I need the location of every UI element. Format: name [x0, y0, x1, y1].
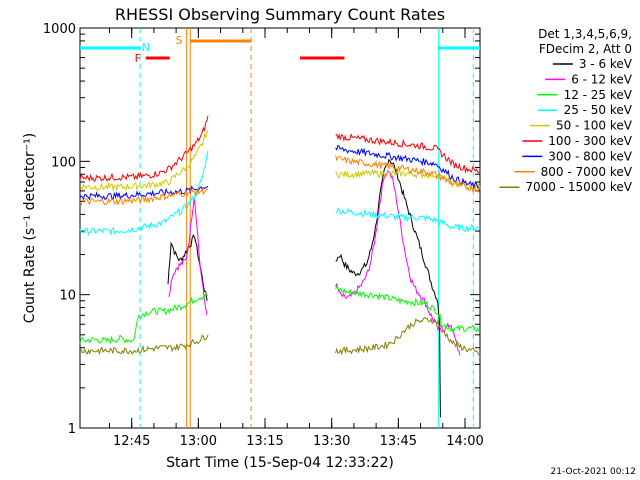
legend-entry: 300 - 800 keV [548, 149, 632, 163]
x-tick-label: 12:45 [113, 434, 150, 449]
legend: Det 1,3,4,5,6,9,FDecim 2, Att 03 - 6 keV… [499, 27, 633, 194]
legend-entry: 3 - 6 keV [579, 57, 633, 71]
series-line [79, 185, 209, 201]
y-tick-label: 1 [68, 422, 76, 437]
plot-frame [79, 27, 481, 429]
x-tick-label: 13:15 [246, 434, 283, 449]
y-tick-label: 100 [51, 155, 76, 170]
y-axis-label: Count Rate (s⁻¹ detector⁻¹) [22, 133, 38, 323]
x-axis-label: Start Time (15-Sep-04 12:33:22) [166, 455, 394, 471]
x-tick-label: 13:30 [313, 434, 350, 449]
y-tick-label: 1000 [43, 22, 76, 37]
series-line [167, 234, 208, 301]
y-axis: 1 10 100 1000 [43, 22, 480, 437]
series-line [79, 115, 209, 183]
series-line [79, 291, 209, 345]
legend-entry: 6 - 12 keV [571, 72, 633, 86]
series-line [335, 207, 481, 233]
state-label: N [142, 41, 150, 54]
series-line [168, 197, 208, 316]
series-line [335, 169, 461, 356]
y-tick-label: 10 [59, 289, 76, 304]
legend-entry: 800 - 7000 keV [541, 165, 633, 179]
state-label: F [135, 52, 141, 65]
series-line [335, 133, 481, 174]
series-line [335, 155, 481, 193]
plot-border [79, 27, 481, 429]
footer-date: 21-Oct-2021 00:12 [551, 467, 636, 477]
event-markers [139, 28, 474, 428]
series-line [335, 316, 481, 356]
series-lines [79, 115, 481, 418]
x-axis: 12:45 13:00 13:15 13:30 13:45 14:00 [108, 28, 484, 449]
state-label: S [176, 34, 183, 47]
chart-title: RHESSI Observing Summary Count Rates [115, 5, 445, 24]
legend-entry: 12 - 25 keV [564, 88, 633, 102]
x-tick-label: 14:00 [446, 434, 483, 449]
legend-entry: 7000 - 15000 keV [525, 180, 632, 194]
legend-entry: 100 - 300 keV [548, 134, 632, 148]
series-line [79, 150, 209, 236]
legend-header: FDecim 2, Att 0 [539, 42, 632, 56]
series-line [79, 130, 209, 192]
legend-entry: 50 - 100 keV [556, 119, 633, 133]
series-line [335, 158, 441, 418]
series-line [79, 186, 209, 206]
x-tick-label: 13:45 [380, 434, 417, 449]
state-bars: NF S [80, 34, 480, 65]
legend-header: Det 1,3,4,5,6,9, [538, 27, 632, 41]
series-line [79, 334, 209, 356]
x-tick-label: 13:00 [180, 434, 217, 449]
series-line [335, 285, 481, 334]
legend-entry: 25 - 50 keV [564, 103, 633, 117]
